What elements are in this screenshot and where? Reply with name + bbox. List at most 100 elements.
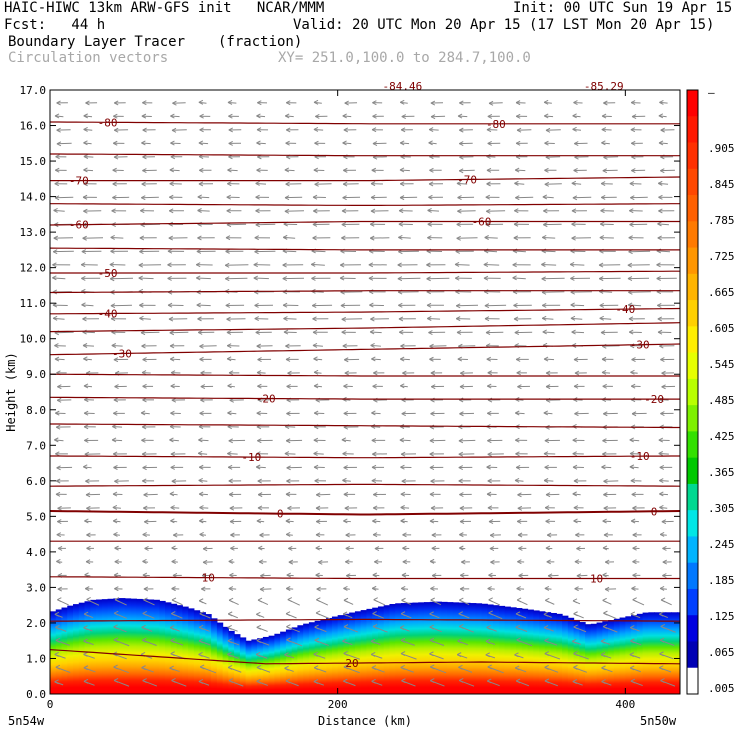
wind-vector-head — [402, 559, 408, 565]
wind-vector-head — [398, 208, 404, 214]
wind-vector-head — [662, 546, 667, 551]
wind-vector-head — [658, 140, 664, 146]
wind-vector-head — [427, 316, 432, 321]
y-tick-label: 12.0 — [20, 262, 47, 275]
wind-vector-head — [372, 611, 377, 616]
wind-vector-head — [286, 624, 291, 630]
wind-vector-head — [313, 437, 319, 443]
colorbar-swatch — [687, 352, 698, 380]
wind-vector-head — [346, 573, 351, 579]
wind-vector-head — [370, 316, 375, 322]
colorbar-label: .125 — [708, 610, 735, 623]
wind-vector-head — [599, 303, 605, 308]
wind-vector-head — [144, 546, 149, 551]
colorbar-label: .725 — [708, 250, 735, 263]
wind-vector-head — [512, 275, 517, 281]
wind-vector-head — [657, 329, 663, 335]
wind-vector-head — [285, 518, 291, 524]
wind-vector-head — [399, 625, 405, 631]
wind-vector-head — [659, 532, 665, 537]
wind-vector-head — [56, 100, 61, 106]
wind-vector — [486, 155, 496, 158]
wind-vector-head — [659, 504, 664, 510]
y-tick-label: 0.0 — [26, 688, 46, 701]
wind-vector-head — [342, 181, 348, 187]
wind-vector-head — [167, 262, 172, 268]
isotherm-label: -40 — [98, 308, 118, 321]
isotherm-label: 0 — [651, 505, 658, 518]
wind-vector-head — [632, 572, 637, 578]
wind-vector-head — [86, 532, 91, 538]
wind-vector-head — [257, 478, 262, 484]
wind-vector-head — [485, 638, 491, 644]
wind-vector-head — [429, 624, 434, 630]
wind-vector-head — [544, 464, 549, 470]
wind-vector-head — [256, 370, 262, 375]
wind-vector-head — [457, 356, 463, 362]
wind-vector-head — [171, 586, 176, 592]
wind-vector-head — [572, 195, 578, 201]
tracer-column — [636, 613, 644, 694]
wind-vector-head — [286, 572, 291, 578]
wind-vector-head — [456, 180, 462, 186]
tracer-column — [539, 611, 546, 694]
wind-vector-head — [228, 597, 234, 603]
wind-vector-head — [112, 195, 117, 201]
wind-vector-head — [601, 665, 606, 671]
wind-vector-head — [112, 451, 118, 457]
wind-vector-head — [660, 168, 665, 174]
wind-vector — [427, 209, 439, 212]
wind-vector-head — [543, 208, 548, 214]
wind-vector-head — [83, 181, 88, 187]
wind-vector — [53, 317, 65, 320]
tracer-column — [285, 629, 293, 694]
wind-vector-head — [313, 665, 319, 671]
wind-vector-head — [599, 235, 605, 241]
colorbar-swatch — [687, 431, 698, 459]
wind-vector-head — [660, 127, 665, 133]
wind-vector-head — [83, 678, 89, 684]
wind-vector — [599, 290, 613, 293]
wind-vector-head — [343, 664, 349, 670]
colorbar-label: .185 — [708, 574, 735, 587]
wind-vector-head — [55, 410, 60, 416]
tracer-column — [216, 622, 224, 694]
wind-vector-head — [255, 651, 261, 657]
wind-vector-head — [341, 235, 346, 241]
wind-vector-head — [167, 248, 173, 254]
wind-vector-head — [255, 330, 260, 335]
wind-vector-head — [343, 678, 348, 684]
wind-vector-head — [459, 100, 464, 106]
wind-vector-head — [256, 638, 262, 644]
wind-vector-head — [601, 679, 606, 684]
colorbar-swatch — [687, 195, 698, 222]
y-tick-label: 11.0 — [20, 297, 47, 310]
wind-vector-head — [658, 194, 663, 200]
wind-vector — [571, 182, 582, 185]
wind-vector-head — [401, 478, 407, 484]
wind-vector-head — [573, 664, 578, 670]
wind-vector-head — [400, 518, 405, 524]
tracer-column — [677, 612, 680, 694]
wind-vector — [198, 439, 209, 442]
wind-vector-head — [345, 545, 351, 551]
wind-vector-head — [545, 370, 551, 376]
wind-vector-head — [660, 597, 666, 603]
wind-vector-head — [571, 208, 577, 214]
wind-vector-head — [428, 194, 433, 200]
wind-vector — [197, 196, 210, 199]
wind-vector — [399, 426, 410, 428]
wind-vector-head — [455, 303, 461, 309]
wind-vector — [427, 317, 441, 320]
colorbar-swatch — [687, 300, 698, 327]
wind-vector-head — [371, 478, 377, 484]
wind-vector — [342, 142, 352, 145]
wind-vector-head — [601, 370, 607, 375]
wind-vector — [198, 479, 208, 482]
wind-vector-head — [574, 586, 579, 592]
wind-vector-head — [141, 195, 146, 201]
wind-vector-head — [339, 262, 345, 268]
wind-vector-head — [397, 262, 402, 268]
wind-vector-head — [315, 492, 321, 498]
isotherm-label: -30 — [630, 339, 650, 352]
